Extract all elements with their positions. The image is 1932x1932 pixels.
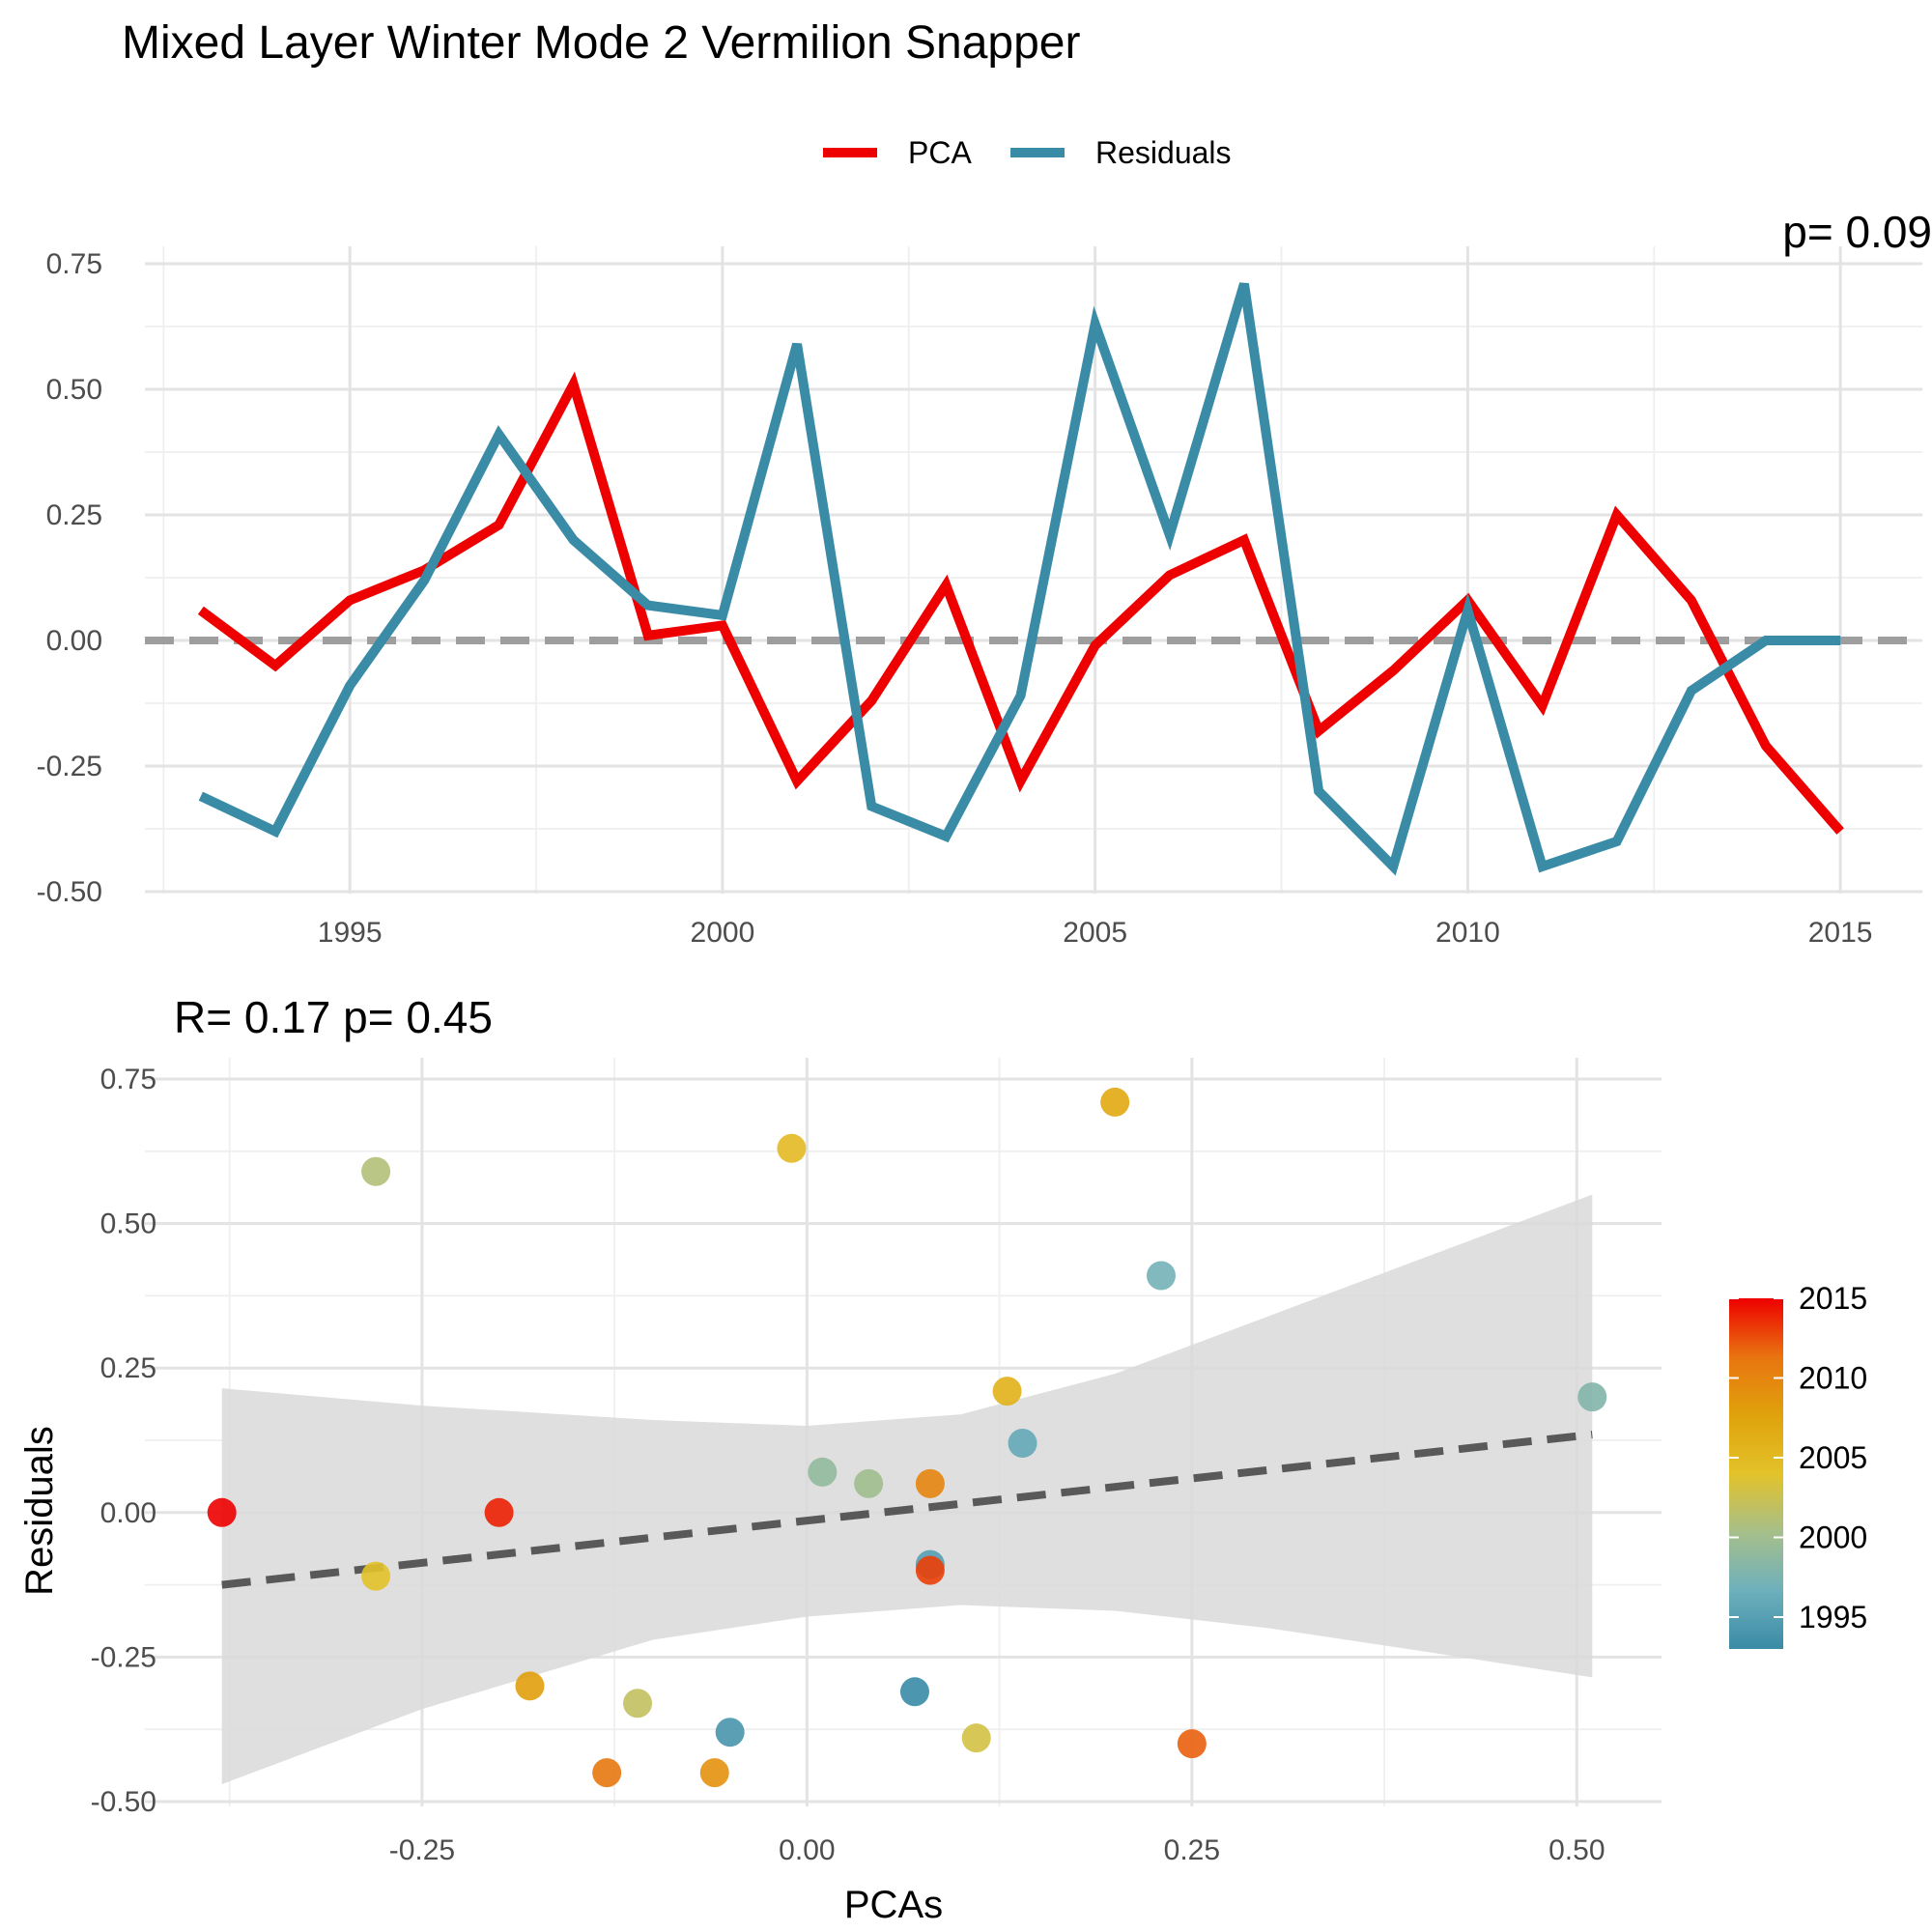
scatter-point: [854, 1468, 884, 1498]
y-tick-label: 0.50: [46, 374, 102, 406]
scatter-point: [777, 1133, 807, 1163]
x-tick-label: 2015: [1808, 917, 1873, 949]
colorbar-tick-label: 2005: [1799, 1440, 1867, 1475]
scatter-point: [207, 1497, 237, 1527]
colorbar-ticks: 2015 2010 2005 2000 1995: [1729, 1281, 1867, 1634]
x-tick-label: 2000: [691, 917, 755, 949]
chart-title: Mixed Layer Winter Mode 2 Vermilion Snap…: [122, 17, 1080, 69]
legend: PCA Residuals: [823, 135, 1232, 170]
timeseries-panel: p= 0.09 -0.50 -0.25 0.00 0.25 0.50 0.75 1995 2…: [37, 207, 1932, 949]
y-tick-label: 0.75: [46, 248, 102, 280]
scatter-point: [1177, 1729, 1207, 1759]
clipped-p-value-text: p= 0.09: [1782, 207, 1932, 257]
scatter-point: [1146, 1261, 1176, 1291]
regression-line: [221, 1431, 1593, 1589]
legend-label-pca: PCA: [908, 135, 972, 170]
scatter-point: [961, 1723, 991, 1753]
x-axis-title: PCAs: [844, 1884, 943, 1926]
timeseries-y-ticks: -0.50 -0.25 0.00 0.25 0.50 0.75: [37, 248, 102, 908]
colorbar-tick-label: 1995: [1799, 1600, 1867, 1634]
y-tick-label: -0.25: [91, 1641, 156, 1673]
scatter-x-ticks: -0.25 0.00 0.25 0.50: [389, 1834, 1605, 1866]
scatter-point: [623, 1689, 653, 1719]
x-tick-label: 1995: [318, 917, 383, 949]
timeseries-x-ticks: 1995 2000 2005 2010 2015: [318, 917, 1873, 949]
scatter-panel: R= 0.17 p= 0.45 -0.50 -0.25 0.00 0.25 0.50 0.…: [18, 992, 1662, 1926]
year-colorbar: 2015 2010 2005 2000 1995: [1729, 1281, 1867, 1649]
y-tick-label: 0.50: [100, 1208, 156, 1240]
x-tick-label: 0.25: [1164, 1834, 1220, 1866]
y-tick-label: 0.00: [100, 1497, 156, 1529]
scatter-point: [361, 1561, 391, 1591]
scatter-point: [715, 1718, 745, 1747]
y-tick-label: 0.00: [46, 625, 102, 657]
y-tick-label: -0.25: [37, 751, 102, 782]
legend-label-residuals: Residuals: [1095, 135, 1232, 170]
x-tick-label: -0.25: [389, 1834, 455, 1866]
x-tick-label: 2010: [1435, 917, 1500, 949]
scatter-point: [915, 1555, 945, 1585]
scatter-point: [992, 1377, 1022, 1406]
scatter-point: [915, 1468, 945, 1498]
scatter-point: [1577, 1382, 1607, 1412]
scatter-point: [361, 1156, 391, 1186]
scatter-point: [899, 1677, 929, 1707]
scatter-point: [699, 1758, 729, 1788]
scatter-points: [207, 1087, 1607, 1788]
y-tick-label: 0.25: [100, 1352, 156, 1384]
residuals-series-line: [198, 282, 1841, 876]
x-tick-label: 2005: [1063, 917, 1127, 949]
timeseries-grid: [145, 246, 1922, 894]
scatter-point: [484, 1497, 514, 1527]
scatter-point: [592, 1758, 622, 1788]
colorbar-tick-label: 2015: [1799, 1281, 1867, 1316]
pca-series-line: [197, 371, 1844, 835]
y-tick-label: -0.50: [91, 1786, 156, 1818]
y-tick-label: 0.75: [100, 1064, 156, 1095]
scatter-point: [1100, 1087, 1130, 1117]
scatter-point: [808, 1457, 838, 1487]
confidence-ribbon: [221, 1194, 1593, 1785]
y-tick-label: 0.25: [46, 499, 102, 531]
colorbar-tick-label: 2010: [1799, 1361, 1867, 1396]
colorbar-tick-label: 2000: [1799, 1520, 1867, 1555]
y-tick-label: -0.50: [37, 876, 102, 908]
y-axis-title: Residuals: [18, 1426, 61, 1596]
x-tick-label: 0.50: [1548, 1834, 1605, 1866]
correlation-annotation: R= 0.17 p= 0.45: [174, 992, 493, 1042]
x-tick-label: 0.00: [779, 1834, 835, 1866]
scatter-point: [1008, 1428, 1037, 1458]
scatter-point: [515, 1671, 545, 1701]
scatter-y-ticks: -0.50 -0.25 0.00 0.25 0.50 0.75: [91, 1064, 156, 1818]
colorbar-gradient: [1729, 1298, 1783, 1649]
